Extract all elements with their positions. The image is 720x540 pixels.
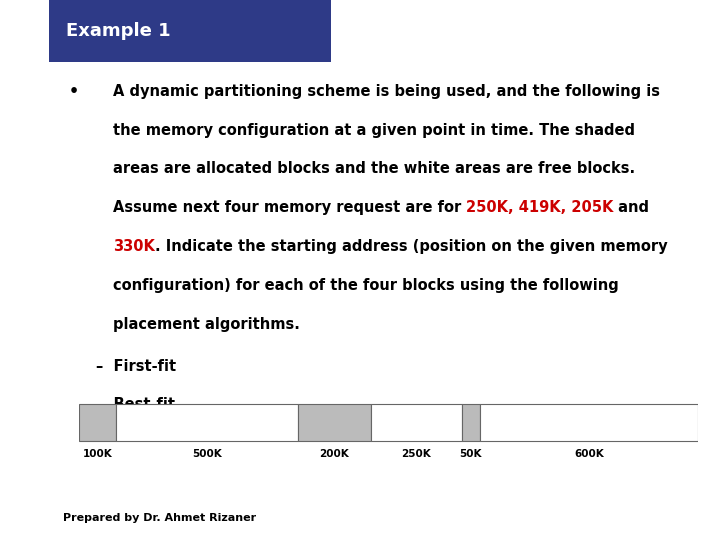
Text: Example 1: Example 1 [66,22,171,40]
Text: placement algorithms.: placement algorithms. [113,317,300,332]
Bar [79,404,116,441]
Text: Assume next four memory request are for: Assume next four memory request are for [113,200,466,215]
Text: . Indicate the starting address (position on the given memory: . Indicate the starting address (positio… [155,239,667,254]
Text: A dynamic partitioning scheme is being used, and the following is: A dynamic partitioning scheme is being u… [113,84,660,99]
Bar [462,404,480,441]
Text: configuration) for each of the four blocks using the following: configuration) for each of the four bloc… [113,278,618,293]
Bar [371,404,462,441]
Text: 58: 58 [657,505,678,520]
Text: 500K: 500K [192,449,222,460]
Bar [116,404,297,441]
Text: and: and [613,200,649,215]
Bar [297,404,371,441]
Text: ITEC 202 Operating Systems: ITEC 202 Operating Systems [19,186,30,354]
Text: areas are allocated blocks and the white areas are free blocks.: areas are allocated blocks and the white… [113,161,635,177]
Text: –  Best-fit: – Best-fit [96,397,175,413]
Text: 50K: 50K [459,449,482,460]
Text: 250K: 250K [401,449,431,460]
Text: 250K, 419K, 205K: 250K, 419K, 205K [466,200,613,215]
Text: the memory configuration at a given point in time. The shaded: the memory configuration at a given poin… [113,123,635,138]
Text: 200K: 200K [319,449,349,460]
FancyBboxPatch shape [49,0,330,62]
Text: –  First-fit: – First-fit [96,359,176,374]
Bar [480,404,698,441]
Text: •: • [69,84,79,99]
Text: Prepared by Dr. Ahmet Rizaner: Prepared by Dr. Ahmet Rizaner [63,514,256,523]
Text: 100K: 100K [83,449,112,460]
Text: 330K: 330K [113,239,155,254]
Text: 600K: 600K [575,449,604,460]
